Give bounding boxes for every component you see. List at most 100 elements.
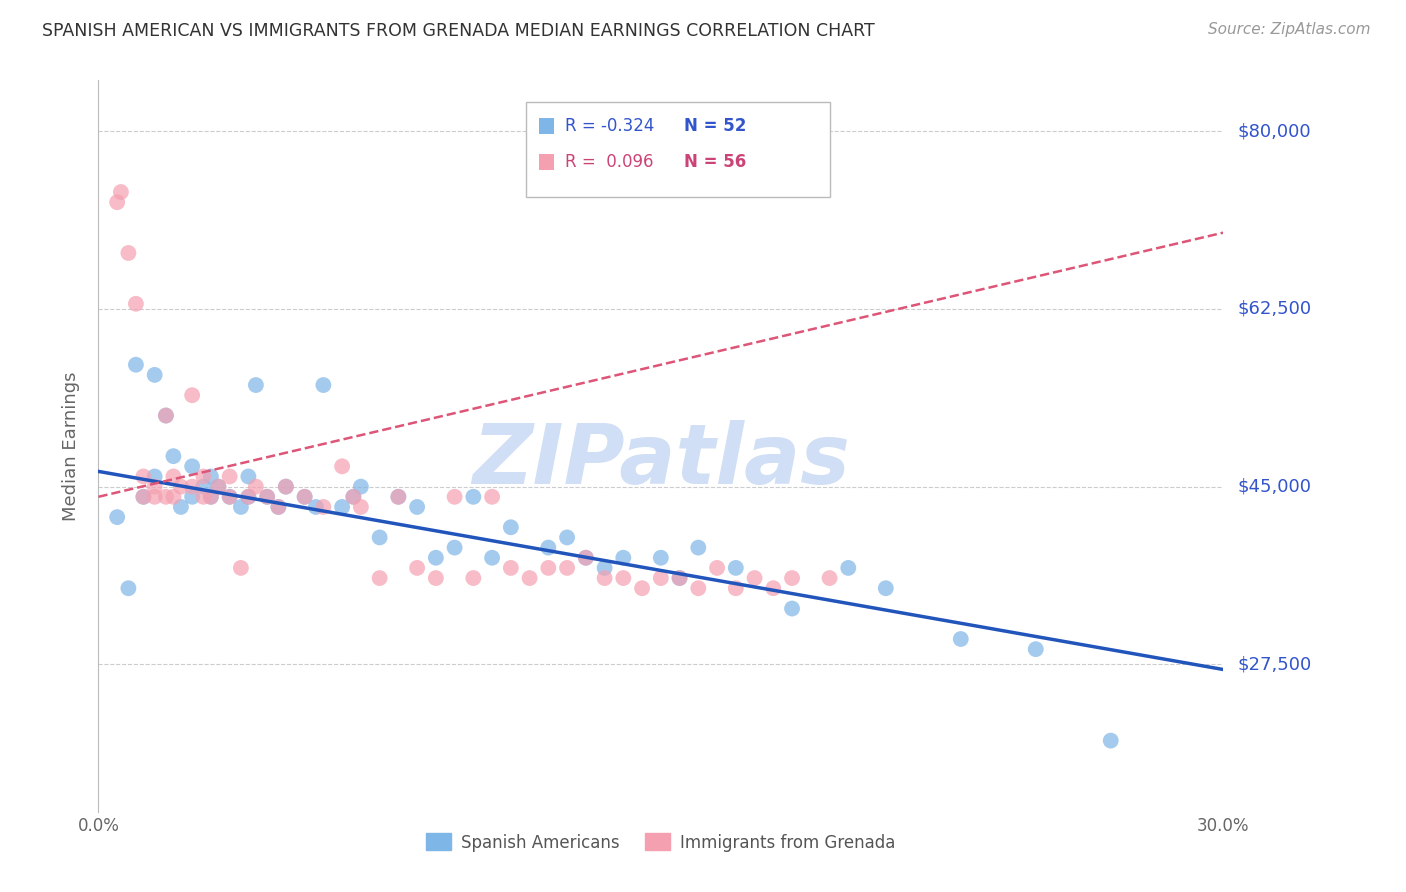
Point (143, 480, 166, 494)
Point (181, 459, 204, 474)
FancyBboxPatch shape (540, 118, 554, 134)
Point (818, 571, 841, 585)
Point (238, 490, 260, 504)
Point (218, 469, 240, 483)
Point (1025, 642, 1047, 657)
Point (1099, 733, 1122, 747)
Point (155, 409, 177, 423)
Point (294, 490, 316, 504)
Point (688, 541, 710, 555)
Point (706, 561, 728, 575)
Point (218, 490, 240, 504)
Point (780, 601, 803, 615)
Point (668, 571, 690, 585)
Point (170, 500, 193, 514)
Point (207, 480, 229, 494)
Point (762, 581, 785, 595)
Point (406, 561, 429, 575)
Point (132, 490, 155, 504)
Point (229, 561, 252, 575)
Y-axis label: Median Earnings: Median Earnings (62, 371, 80, 521)
Point (193, 469, 215, 483)
Text: R =  0.096: R = 0.096 (565, 153, 654, 171)
Text: $27,500: $27,500 (1237, 656, 1312, 673)
Point (162, 449, 184, 463)
Point (481, 490, 503, 504)
Point (132, 490, 155, 504)
Point (350, 480, 373, 494)
Point (117, 581, 139, 595)
Point (555, 530, 578, 544)
Point (499, 561, 522, 575)
Text: $80,000: $80,000 (1237, 122, 1310, 140)
Point (688, 581, 710, 595)
Point (274, 480, 297, 494)
Point (650, 550, 672, 565)
Point (267, 500, 290, 514)
Point (537, 561, 560, 575)
Point (105, 195, 128, 210)
Point (170, 480, 193, 494)
Point (593, 561, 616, 575)
Text: $62,500: $62,500 (1237, 300, 1312, 318)
Point (612, 571, 634, 585)
Point (245, 378, 267, 392)
Point (256, 490, 278, 504)
Point (117, 246, 139, 260)
Point (837, 561, 859, 575)
Point (238, 469, 260, 483)
Point (368, 571, 391, 585)
FancyBboxPatch shape (540, 154, 554, 170)
Point (368, 530, 391, 544)
Point (593, 571, 616, 585)
Point (181, 388, 204, 402)
Point (229, 500, 252, 514)
Text: N = 52: N = 52 (683, 117, 747, 135)
Point (181, 490, 204, 504)
Point (481, 550, 503, 565)
Legend: Spanish Americans, Immigrants from Grenada: Spanish Americans, Immigrants from Grena… (419, 827, 903, 858)
Point (143, 368, 166, 382)
Point (575, 550, 598, 565)
Point (724, 581, 747, 595)
Point (443, 541, 465, 555)
Point (650, 571, 672, 585)
Point (631, 581, 654, 595)
Point (463, 571, 485, 585)
Point (267, 500, 290, 514)
Point (143, 469, 166, 483)
Point (330, 500, 353, 514)
Text: N = 56: N = 56 (683, 153, 745, 171)
Point (342, 490, 364, 504)
Point (200, 469, 222, 483)
Point (125, 297, 148, 311)
Point (406, 500, 429, 514)
FancyBboxPatch shape (526, 103, 830, 197)
Point (744, 571, 766, 585)
Point (555, 561, 578, 575)
Point (342, 490, 364, 504)
Point (305, 500, 328, 514)
Point (312, 378, 335, 392)
Point (218, 490, 240, 504)
Point (294, 490, 316, 504)
Point (875, 581, 897, 595)
Point (425, 550, 447, 565)
Point (132, 469, 155, 483)
Point (330, 459, 353, 474)
Point (162, 469, 184, 483)
Point (125, 358, 148, 372)
Point (463, 490, 485, 504)
Point (425, 571, 447, 585)
Point (443, 490, 465, 504)
Point (238, 490, 260, 504)
Point (575, 550, 598, 565)
Text: Source: ZipAtlas.com: Source: ZipAtlas.com (1208, 22, 1371, 37)
Point (724, 561, 747, 575)
Point (105, 510, 128, 524)
Point (181, 480, 204, 494)
Point (537, 541, 560, 555)
Point (780, 571, 803, 585)
Point (499, 520, 522, 534)
Point (207, 480, 229, 494)
